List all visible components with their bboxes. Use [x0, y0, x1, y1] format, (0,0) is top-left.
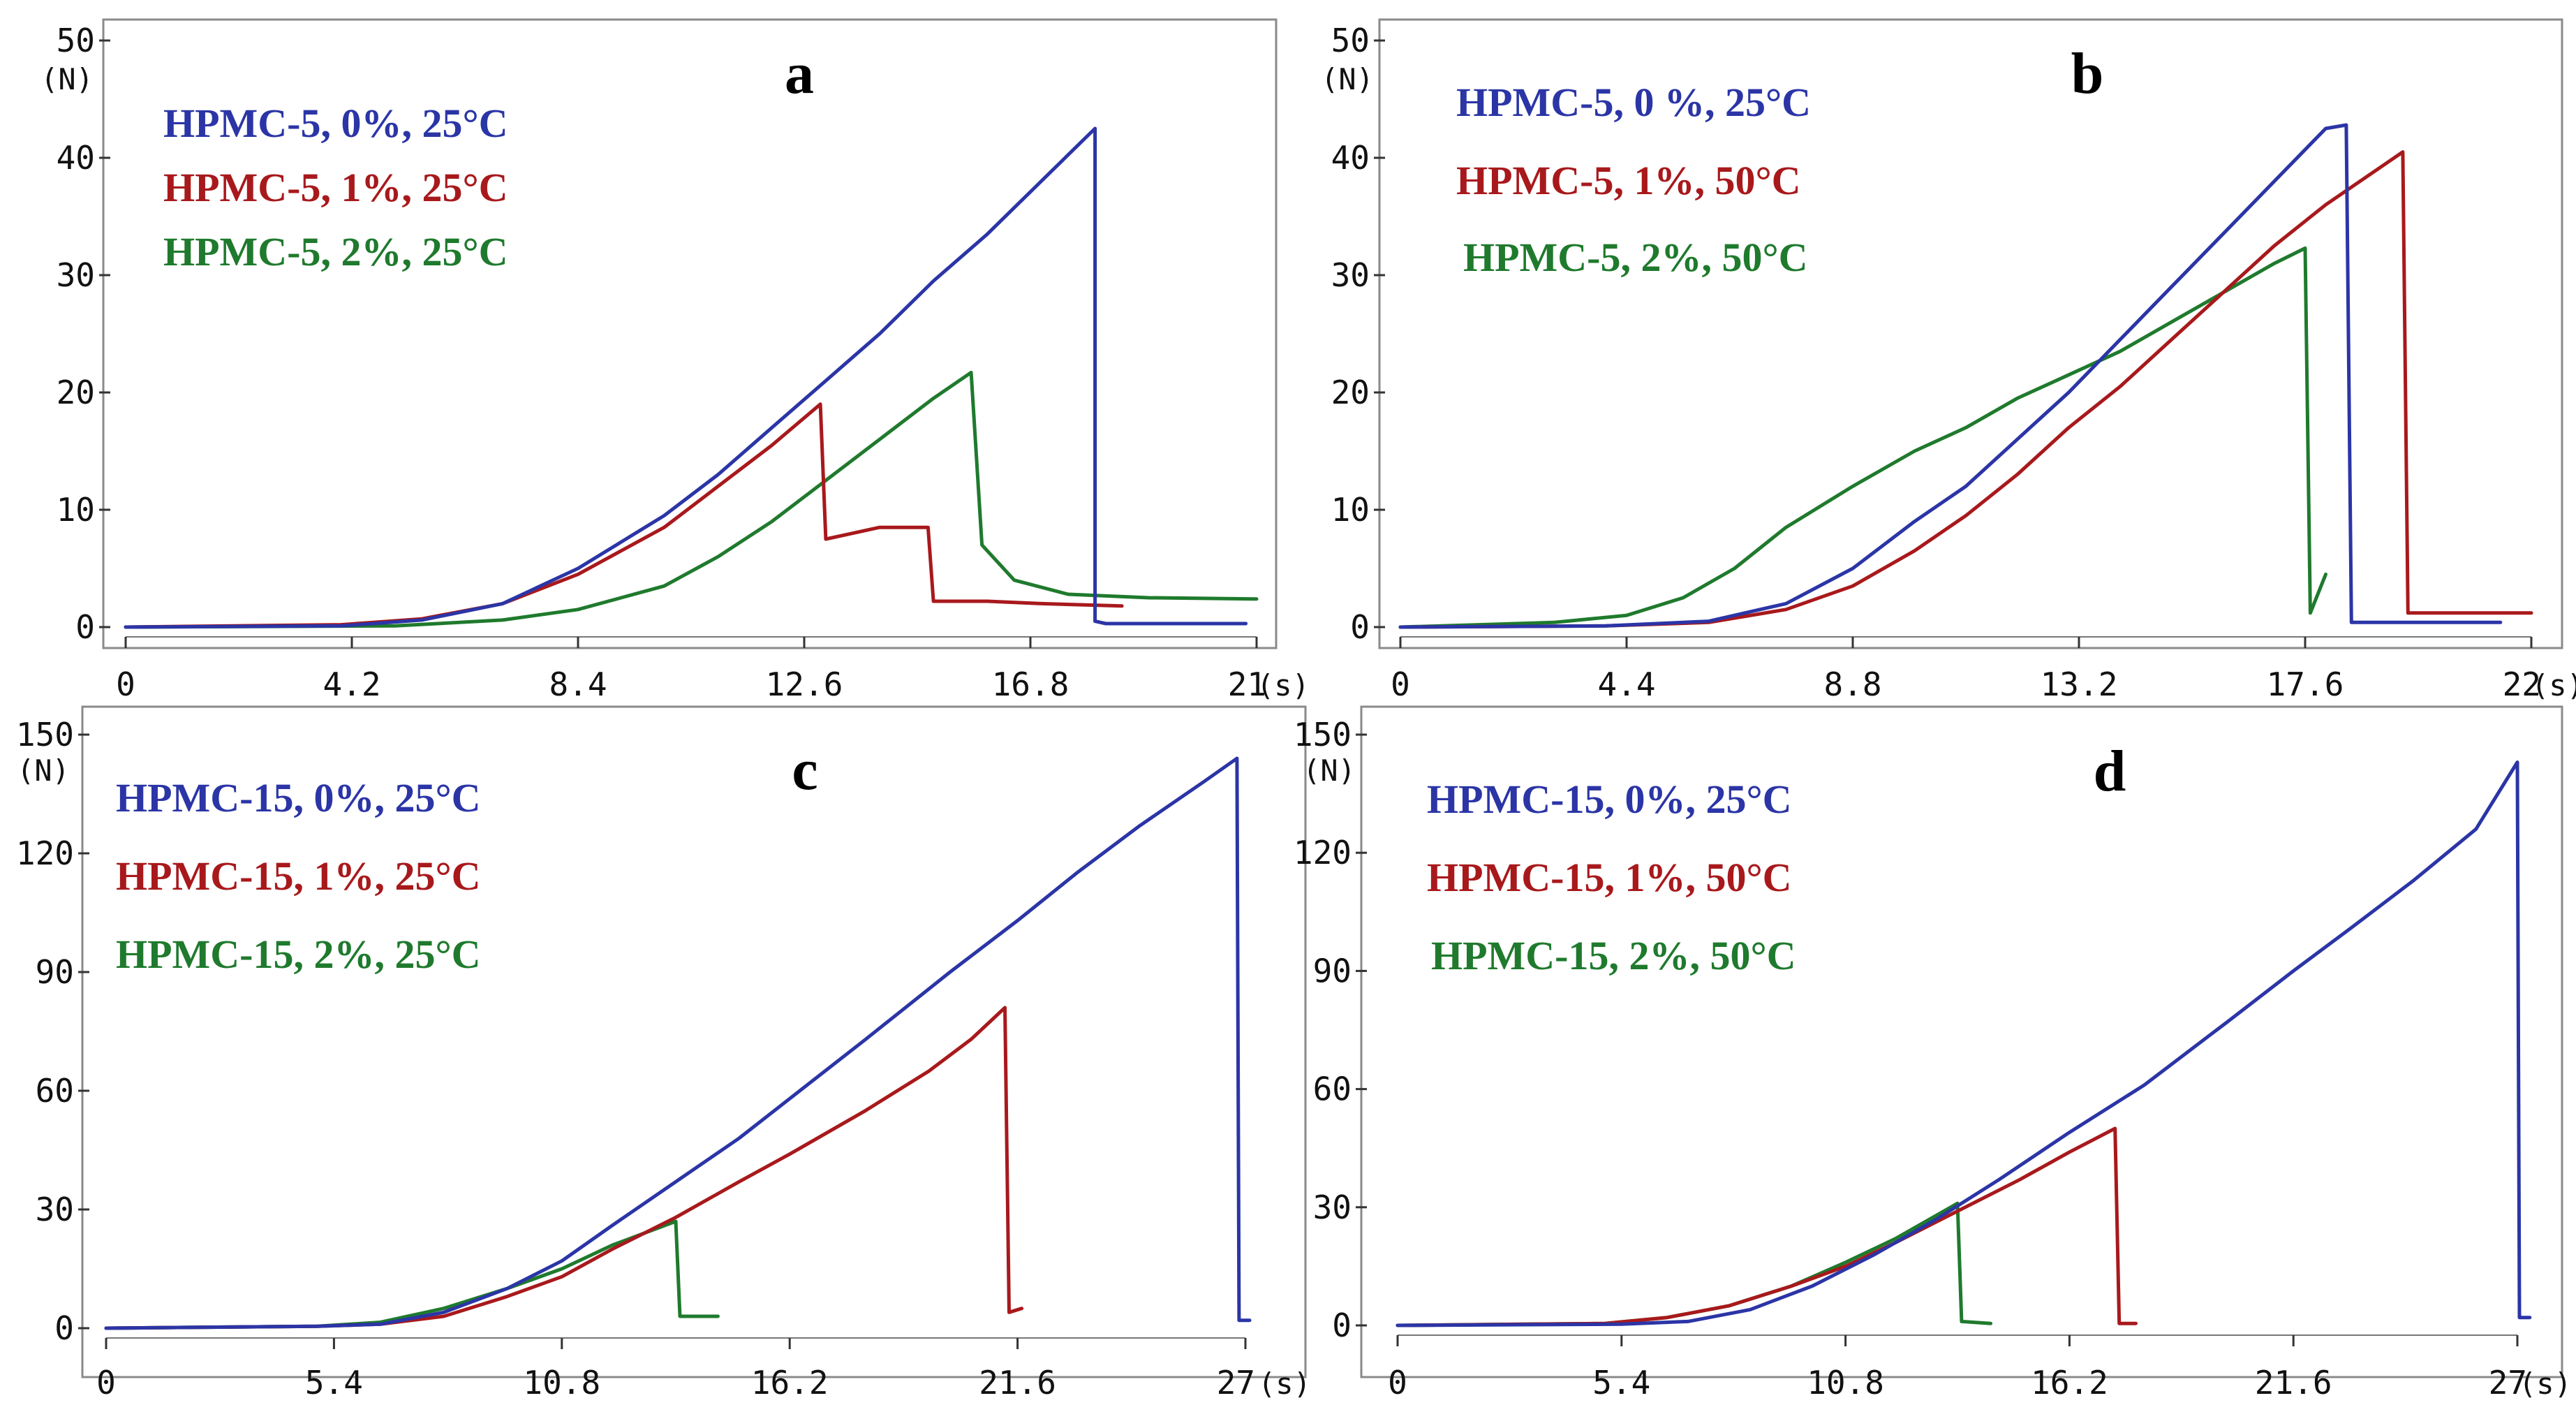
series-line-3: [104, 1219, 720, 1330]
legend-entry-series-1: HPMC-15, 0%, 25°C: [116, 775, 481, 821]
legend-entry-series-2: HPMC-15, 1%, 25°C: [116, 853, 481, 899]
panel-letter: d: [2094, 739, 2126, 804]
x-tick-label: 21: [1228, 665, 1266, 703]
x-tick-label: 27: [1217, 1364, 1255, 1402]
x-tick-label: 0: [116, 665, 135, 703]
x-tick-label: 4.4: [1597, 665, 1655, 703]
chart-panel-a: a (N) (s) HPMC-5, 0%, 25°C HPMC-5, 1%, 2…: [40, 18, 1310, 703]
y-axis-unit: (N): [17, 753, 70, 788]
x-tick-label: 16.2: [2031, 1364, 2108, 1402]
x-tick-label: 21.6: [2255, 1364, 2332, 1402]
x-tick-label: 0: [1388, 1364, 1407, 1402]
y-tick-label: 40: [57, 139, 95, 177]
plot-frame: [1378, 18, 2563, 649]
x-tick-label: 0: [1391, 665, 1410, 703]
y-axis-unit: (N): [40, 62, 94, 96]
x-tick-label: 5.4: [305, 1364, 363, 1402]
x-tick-label: 10.8: [1807, 1364, 1884, 1402]
legend-entry-series-1: HPMC-5, 0 %, 25°C: [1456, 80, 1811, 125]
y-tick-label: 0: [54, 1309, 74, 1347]
x-tick-label: 12.6: [766, 665, 843, 703]
legend-entry-series-2: HPMC-15, 1%, 50°C: [1427, 855, 1792, 900]
x-axis-unit: (s): [2531, 668, 2576, 702]
series-line-1: [104, 756, 1252, 1330]
x-tick-label: 10.8: [523, 1364, 600, 1402]
chart-panel-b: b (N) (s) HPMC-5, 0 %, 25°C HPMC-5, 1%, …: [1321, 18, 2576, 703]
x-tick-label: 17.6: [2267, 665, 2344, 703]
series-line-2: [1398, 150, 2533, 629]
x-tick-label: 16.8: [992, 665, 1069, 703]
y-tick-label: 30: [1313, 1189, 1352, 1226]
y-tick-label: 30: [36, 1191, 74, 1228]
y-tick-label: 120: [1294, 834, 1352, 871]
series-line-3: [1398, 246, 2327, 629]
x-axis-unit: (s): [1258, 1367, 1311, 1401]
series-line-2: [1396, 1126, 2138, 1327]
y-tick-label: 20: [1331, 374, 1370, 411]
x-axis-unit: (s): [1257, 668, 1310, 702]
y-tick-label: 90: [36, 953, 74, 991]
legend-entry-series-3: HPMC-5, 2%, 50°C: [1463, 235, 1808, 280]
y-tick-label: 150: [1294, 716, 1352, 753]
series-line-3: [1396, 1201, 1992, 1327]
y-tick-label: 0: [75, 608, 95, 646]
legend-entry-series-3: HPMC-5, 2%, 25°C: [163, 229, 508, 274]
legend-entry-series-3: HPMC-15, 2%, 25°C: [116, 932, 481, 977]
y-tick-label: 40: [1331, 139, 1370, 177]
chart-panel-c: c (N) (s) HPMC-15, 0%, 25°C HPMC-15, 1%,…: [16, 705, 1311, 1402]
legend-entry-series-2: HPMC-5, 1%, 25°C: [163, 165, 508, 210]
series-line-3: [124, 370, 1259, 629]
y-tick-label: 0: [1350, 608, 1370, 646]
y-tick-label: 30: [1331, 256, 1370, 294]
y-axis-unit: (N): [1303, 753, 1356, 788]
y-tick-label: 60: [36, 1072, 74, 1110]
panel-letter: c: [792, 737, 817, 802]
series-line-2: [104, 1006, 1024, 1330]
y-tick-label: 60: [1313, 1071, 1352, 1108]
y-tick-label: 50: [57, 22, 95, 59]
y-tick-label: 120: [16, 834, 74, 872]
plot-frame: [1360, 705, 2563, 1378]
y-tick-label: 90: [1313, 952, 1352, 990]
x-tick-label: 13.2: [2041, 665, 2118, 703]
legend-entry-series-3: HPMC-15, 2%, 50°C: [1431, 933, 1796, 978]
x-tick-label: 22: [2503, 665, 2541, 703]
y-tick-label: 0: [1332, 1307, 1352, 1344]
series-line-2: [124, 402, 1124, 629]
y-tick-label: 150: [16, 716, 74, 753]
panel-letter: b: [2071, 41, 2104, 106]
x-tick-label: 8.8: [1823, 665, 1881, 703]
x-tick-label: 16.2: [751, 1364, 829, 1402]
y-axis-unit: (N): [1321, 62, 1374, 96]
x-tick-label: 4.2: [323, 665, 380, 703]
series-line-1: [124, 126, 1248, 629]
legend-entry-series-1: HPMC-5, 0%, 25°C: [163, 101, 508, 146]
x-tick-label: 0: [96, 1364, 116, 1402]
y-tick-label: 20: [57, 374, 95, 411]
plot-frame: [81, 705, 1307, 1378]
legend-entry-series-2: HPMC-5, 1%, 50°C: [1456, 158, 1801, 203]
panel-letter: a: [785, 41, 814, 106]
series-line-1: [1396, 760, 2532, 1327]
x-tick-label: 5.4: [1592, 1364, 1650, 1402]
chart-panel-d: d (N) (s) HPMC-15, 0%, 25°C HPMC-15, 1%,…: [1294, 705, 2572, 1402]
legend-entry-series-1: HPMC-15, 0%, 25°C: [1427, 777, 1792, 822]
y-tick-label: 10: [57, 491, 95, 529]
series-line-1: [1398, 123, 2503, 629]
x-axis-unit: (s): [2519, 1367, 2572, 1401]
x-tick-label: 21.6: [979, 1364, 1056, 1402]
x-tick-label: 27: [2489, 1364, 2527, 1402]
plot-frame: [102, 18, 1278, 649]
y-tick-label: 30: [57, 256, 95, 294]
y-tick-label: 10: [1331, 491, 1370, 529]
x-tick-label: 8.4: [549, 665, 607, 703]
y-tick-label: 50: [1331, 22, 1370, 59]
